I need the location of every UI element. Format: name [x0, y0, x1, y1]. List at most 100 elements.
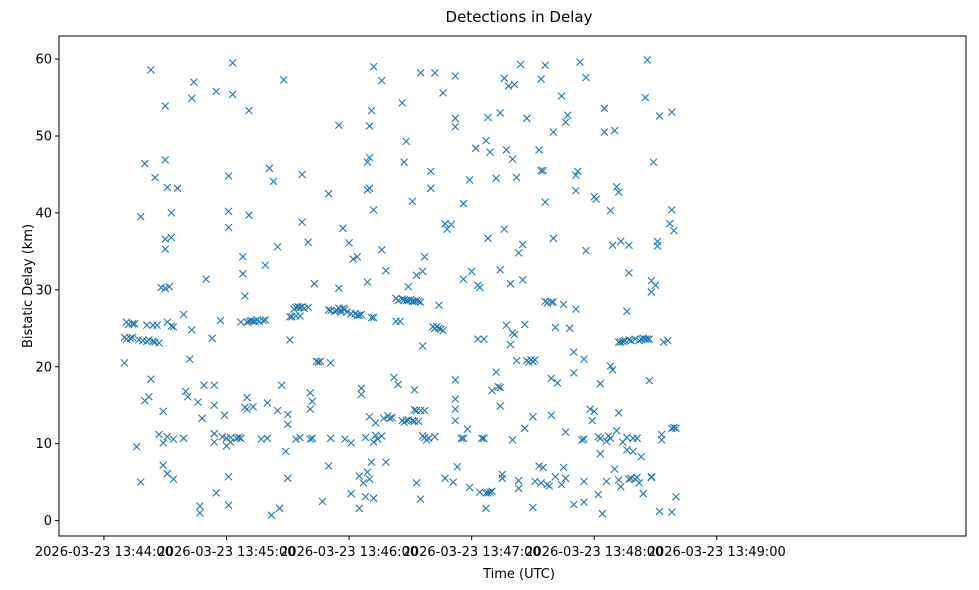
- data-point: [541, 198, 550, 207]
- data-point: [361, 433, 370, 442]
- data-point: [547, 298, 556, 307]
- data-point: [381, 458, 390, 467]
- data-point: [326, 359, 335, 367]
- data-point: [179, 434, 188, 443]
- data-point: [418, 267, 427, 276]
- data-point: [600, 128, 609, 137]
- data-point: [512, 173, 521, 182]
- data-point: [608, 241, 617, 250]
- data-point: [506, 340, 515, 349]
- y-tick-label: 50: [35, 130, 52, 145]
- data-point: [510, 330, 519, 339]
- data-point: [502, 145, 511, 154]
- data-point: [514, 484, 523, 493]
- data-point: [439, 89, 447, 97]
- data-point: [357, 390, 366, 399]
- data-point: [420, 406, 429, 415]
- data-point: [179, 310, 188, 319]
- data-point: [228, 59, 237, 67]
- data-point: [531, 355, 539, 364]
- data-point: [573, 167, 582, 176]
- data-point: [430, 69, 439, 77]
- data-point: [200, 381, 208, 390]
- data-point: [494, 382, 503, 391]
- data-point: [394, 380, 402, 389]
- data-point: [616, 482, 625, 491]
- data-point: [398, 295, 407, 303]
- data-point: [655, 507, 664, 516]
- data-point: [359, 479, 368, 487]
- data-point: [212, 87, 221, 96]
- data-point: [571, 305, 580, 313]
- data-point: [569, 369, 578, 377]
- data-point: [482, 504, 490, 513]
- data-point: [633, 434, 641, 443]
- data-point: [580, 477, 588, 486]
- data-point: [259, 316, 268, 325]
- data-point: [224, 472, 233, 481]
- data-point: [365, 122, 374, 130]
- data-point: [465, 483, 474, 492]
- data-point: [216, 316, 225, 325]
- data-point: [657, 430, 666, 439]
- data-point: [627, 336, 635, 345]
- data-point: [398, 99, 407, 107]
- data-point: [369, 494, 378, 503]
- data-point: [159, 439, 168, 447]
- data-point: [435, 301, 443, 310]
- data-point: [459, 275, 468, 283]
- data-point: [345, 239, 353, 247]
- data-point: [608, 365, 617, 374]
- data-point: [304, 238, 313, 247]
- data-point: [273, 406, 282, 415]
- data-point: [637, 452, 646, 461]
- data-point: [647, 288, 656, 297]
- data-point: [277, 381, 286, 390]
- data-point: [518, 275, 527, 284]
- data-point: [181, 387, 190, 396]
- data-point: [404, 282, 413, 291]
- data-point: [347, 489, 356, 498]
- data-point: [625, 475, 633, 483]
- data-point: [510, 80, 519, 89]
- x-tick-label: 2026-03-23 13:44:00: [35, 545, 173, 560]
- data-point: [614, 475, 623, 484]
- data-point: [580, 498, 588, 507]
- data-point: [602, 437, 611, 446]
- y-tick-label: 30: [35, 283, 52, 298]
- data-point: [482, 136, 490, 145]
- data-point: [365, 412, 374, 421]
- data-point: [416, 495, 425, 503]
- data-point: [549, 298, 558, 307]
- data-point: [672, 492, 680, 501]
- data-point: [498, 474, 507, 483]
- x-tick-label: 2026-03-23 13:46:00: [280, 545, 418, 560]
- data-point: [430, 432, 439, 441]
- data-point: [576, 58, 584, 67]
- data-point: [541, 61, 550, 70]
- data-point: [623, 445, 631, 454]
- data-point: [420, 252, 429, 261]
- data-point: [161, 284, 170, 293]
- data-point: [563, 111, 572, 120]
- data-point: [306, 405, 315, 413]
- data-point: [357, 310, 366, 319]
- y-tick-label: 60: [35, 53, 52, 68]
- data-point: [208, 334, 217, 343]
- data-point: [488, 487, 496, 496]
- data-point: [147, 375, 155, 383]
- data-point: [451, 395, 460, 403]
- data-point: [453, 462, 462, 471]
- data-point: [341, 435, 349, 443]
- data-point: [324, 189, 333, 198]
- data-point: [537, 75, 545, 83]
- data-point: [651, 281, 660, 290]
- data-point: [363, 158, 372, 167]
- data-point: [120, 359, 129, 367]
- data-point: [561, 428, 570, 437]
- data-point: [484, 113, 492, 122]
- data-point: [388, 413, 396, 422]
- data-point: [261, 261, 270, 270]
- data-point: [355, 472, 364, 480]
